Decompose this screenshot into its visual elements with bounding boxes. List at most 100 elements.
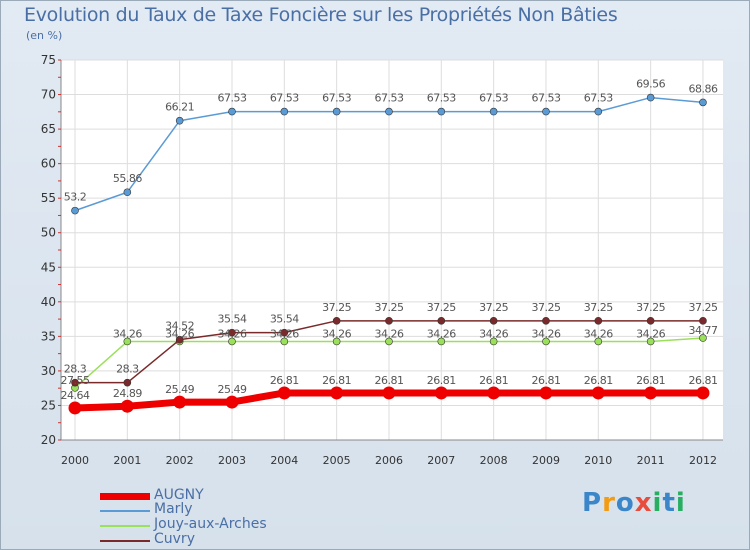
data-label: 67.53: [374, 92, 403, 105]
data-label: 68.86: [688, 82, 717, 95]
data-point: [594, 317, 603, 325]
data-point: [68, 401, 82, 415]
plot-area: [61, 60, 723, 440]
data-point: [71, 206, 79, 215]
data-label: 25.49: [217, 383, 246, 396]
legend-label: Jouy-aux-Arches: [154, 516, 267, 532]
data-point: [437, 107, 446, 116]
data-point: [332, 107, 341, 116]
data-point: [175, 335, 184, 344]
data-label: 26.81: [584, 374, 613, 387]
data-label: 37.25: [688, 301, 717, 314]
data-point: [646, 317, 655, 325]
data-label: 37.25: [322, 301, 351, 314]
data-label: 34.26: [322, 327, 351, 340]
data-point: [228, 328, 236, 337]
legend-label: AUGNY: [154, 487, 204, 503]
data-point: [330, 386, 344, 400]
data-label: 66.21: [165, 101, 194, 114]
data-label: 26.81: [636, 374, 665, 387]
x-tick-label: 2006: [375, 454, 403, 467]
data-point: [699, 98, 707, 107]
data-point: [539, 386, 553, 400]
x-tick-label: 2001: [113, 454, 141, 467]
data-point: [696, 386, 710, 400]
logo-letter: r: [602, 488, 616, 518]
data-label: 24.64: [61, 389, 90, 402]
data-label: 26.81: [427, 374, 456, 387]
x-tick-label: 2010: [584, 454, 612, 467]
legend-swatch: [100, 510, 150, 512]
data-point: [225, 395, 239, 409]
data-point: [123, 337, 132, 346]
legend-swatch: [100, 493, 150, 500]
data-label: 37.25: [374, 301, 403, 314]
data-point: [280, 107, 289, 116]
y-tick-label: 35: [41, 329, 56, 343]
logo-letter: P: [582, 488, 603, 518]
data-label: 35.54: [270, 313, 299, 326]
data-label: 26.81: [374, 374, 403, 387]
data-point: [280, 337, 289, 346]
data-label: 26.81: [322, 374, 351, 387]
legend-swatch: [100, 540, 150, 542]
y-tick-label: 70: [41, 88, 56, 102]
data-point: [489, 317, 498, 325]
data-point: [123, 188, 132, 197]
data-label: 34.26: [531, 327, 560, 340]
chart-title: Evolution du Taux de Taxe Foncière sur l…: [24, 4, 618, 26]
x-tick-label: 2002: [166, 454, 194, 467]
x-tick-label: 2000: [61, 454, 89, 467]
data-label: 67.53: [479, 92, 508, 105]
data-point: [542, 317, 550, 325]
data-label: 34.26: [113, 327, 142, 340]
data-point: [123, 378, 132, 387]
data-label: 37.25: [531, 301, 560, 314]
x-tick-label: 2009: [532, 454, 560, 467]
logo-letter: i: [675, 488, 686, 518]
data-label: 26.81: [479, 374, 508, 387]
data-point: [646, 337, 655, 346]
data-point: [699, 317, 707, 325]
x-tick-label: 2007: [427, 454, 455, 467]
data-label: 69.56: [636, 78, 665, 91]
y-tick-label: 40: [41, 295, 56, 309]
data-point: [173, 395, 187, 409]
data-point: [332, 337, 341, 346]
y-tick-label: 50: [41, 226, 56, 240]
data-point: [332, 317, 341, 325]
data-point: [489, 337, 498, 346]
data-label: 37.25: [584, 301, 613, 314]
logo-letter: x: [634, 488, 653, 518]
legend-label: Marly: [154, 501, 193, 517]
data-point: [385, 337, 393, 346]
data-label: 26.81: [531, 374, 560, 387]
data-point: [594, 107, 603, 116]
data-label: 34.77: [688, 324, 717, 337]
logo-letter: t: [662, 488, 676, 518]
data-label: 67.53: [270, 92, 299, 105]
data-label: 37.25: [636, 301, 665, 314]
data-label: 34.26: [165, 327, 194, 340]
y-tick-label: 65: [41, 122, 56, 136]
legend-swatch: [100, 525, 150, 527]
data-label: 25.49: [165, 383, 194, 396]
x-tick-label: 2012: [689, 454, 717, 467]
y-tick-label: 75: [41, 53, 56, 67]
data-point: [434, 386, 448, 400]
y-tick-label: 25: [41, 398, 56, 412]
data-label: 34.26: [636, 327, 665, 340]
data-point: [699, 334, 707, 342]
data-label: 34.26: [584, 327, 613, 340]
legend-label: Cuvry: [154, 531, 195, 547]
data-label: 28.3: [116, 363, 139, 376]
data-point: [71, 378, 79, 387]
data-point: [385, 107, 393, 116]
data-label: 67.53: [322, 92, 351, 105]
data-point: [228, 107, 236, 116]
y-tick-label: 20: [41, 433, 56, 447]
logo-letter: o: [615, 488, 635, 518]
data-point: [280, 328, 289, 337]
data-label: 34.26: [479, 327, 508, 340]
data-label: 34.26: [217, 327, 246, 340]
